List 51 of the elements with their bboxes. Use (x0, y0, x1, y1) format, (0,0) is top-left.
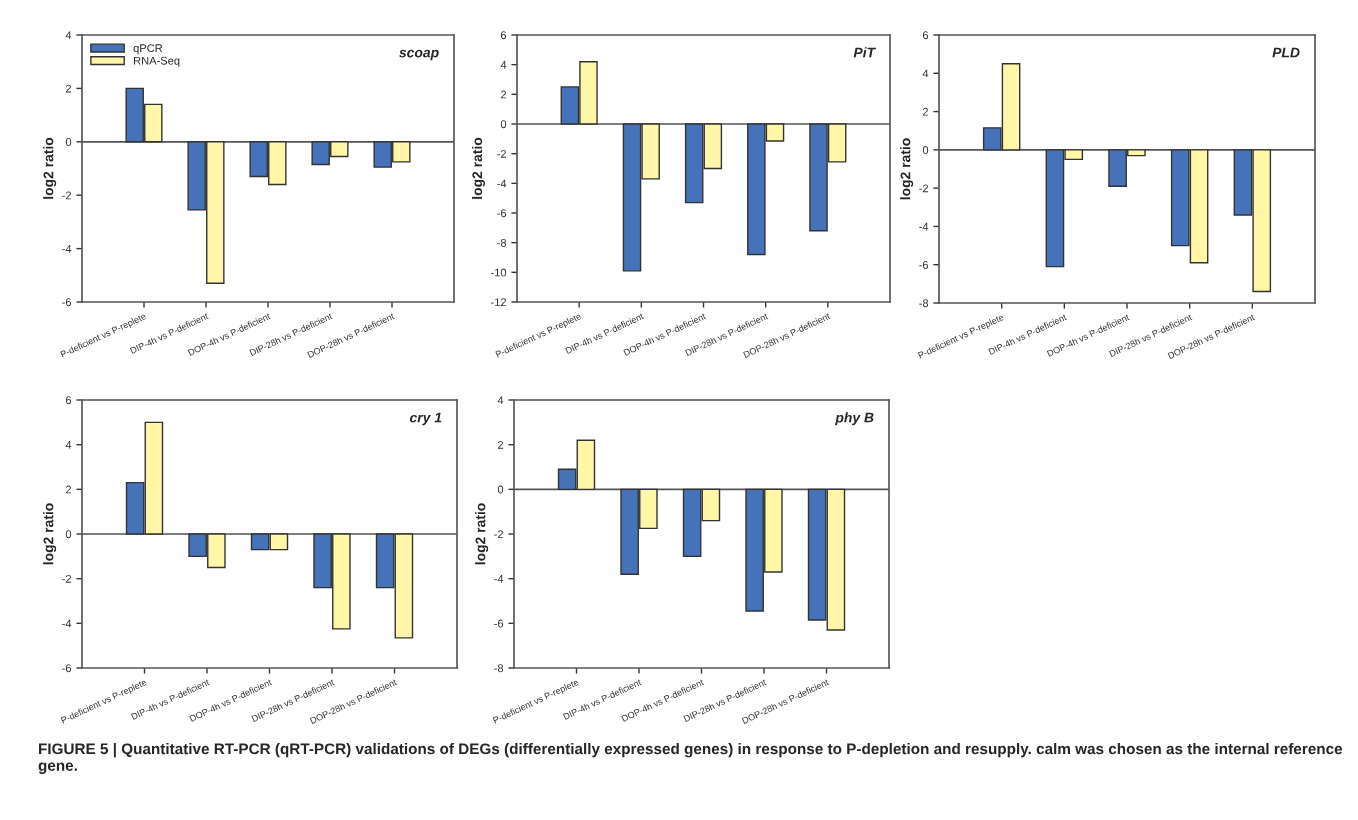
y-tick-label: -6 (494, 619, 504, 628)
y-tick-label: -4 (62, 244, 72, 253)
y-tick-label: -8 (919, 299, 929, 308)
y-tick-label: 0 (65, 138, 72, 146)
y-tick-label: -6 (919, 260, 929, 269)
y-tick-label: 6 (922, 31, 929, 40)
y-tick-label: -6 (497, 209, 507, 218)
y-tick-label: 2 (65, 84, 72, 93)
y-tick-label: 0 (65, 530, 72, 539)
text: PiT (853, 47, 877, 58)
text: cry 1 (409, 412, 442, 426)
y-tick-label: -4 (494, 575, 504, 583)
y-axis-title: log2 ratio (900, 138, 914, 200)
text: scoap (399, 49, 439, 61)
y-tick-label: 0 (500, 120, 507, 129)
legend-label: RNA-Seq (134, 56, 180, 67)
y-axis-title: log2 ratio (43, 137, 57, 199)
legend-label: qPCR (133, 44, 163, 55)
y-tick-label: -6 (62, 298, 72, 307)
y-tick-label: -4 (919, 222, 929, 231)
y-tick-label: 2 (65, 485, 72, 494)
y-tick-label: 6 (65, 396, 72, 405)
y-tick-label: 2 (922, 107, 929, 116)
y-tick-label: -8 (497, 238, 507, 247)
text: phy B (835, 412, 874, 426)
y-tick-label: -10 (491, 268, 507, 277)
y-tick-label: -6 (62, 664, 72, 673)
y-tick-label: 6 (500, 31, 507, 40)
y-tick-label: 4 (922, 69, 929, 78)
y-tick-label: 0 (497, 485, 504, 494)
y-tick-label: 4 (497, 396, 504, 405)
y-tick-label: 2 (497, 440, 504, 449)
y-axis-title: log2 ratio (471, 137, 485, 199)
y-tick-label: 4 (500, 61, 507, 69)
y-tick-label: -12 (491, 298, 507, 307)
caption: FIGURE 5 | Quantitative RT-PCR (qRT-PCR) validations of DEGs (differentially expressed genes) in response to P-depletion and resupply. calm was chosen as the internal reference gene. (38, 743, 1343, 774)
y-tick-label: -8 (494, 664, 504, 673)
y-tick-label: 0 (922, 146, 929, 154)
y-tick-label: -2 (497, 149, 507, 158)
text: PLD (1272, 47, 1300, 58)
y-axis-title: log2 ratio (475, 503, 489, 565)
y-tick-label: -4 (62, 619, 72, 628)
y-tick-label: 4 (65, 441, 72, 449)
y-tick-label: -4 (497, 179, 507, 188)
y-tick-label: -2 (494, 530, 504, 539)
y-tick-label: -2 (919, 184, 929, 193)
y-axis-title: log2 ratio (43, 503, 57, 565)
y-tick-label: -2 (62, 574, 72, 583)
y-tick-label: -2 (62, 191, 72, 200)
y-tick-label: 2 (500, 90, 507, 99)
y-tick-label: 4 (65, 31, 72, 40)
